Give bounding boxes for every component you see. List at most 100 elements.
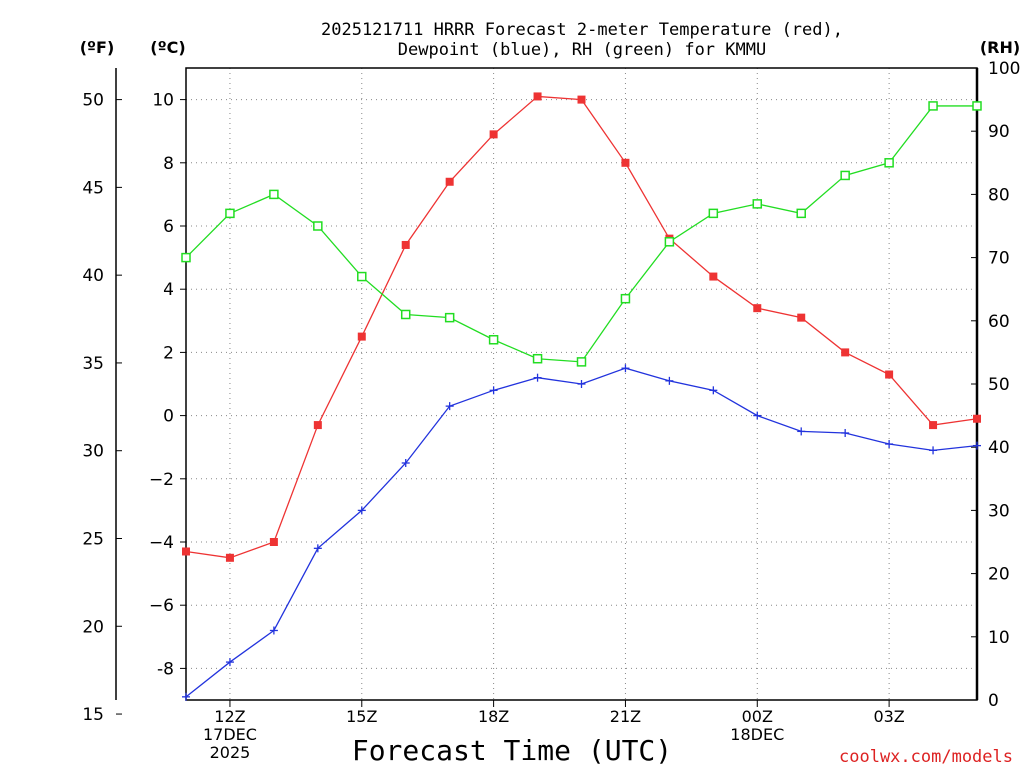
rh-tick-label: 0 [988,691,999,711]
rh-unit-label: (RH) [980,38,1020,57]
temperature-point [841,348,850,357]
rh-point [840,170,850,181]
rh-point [444,312,455,323]
temperature-point [401,240,410,249]
temperature-point [929,421,938,430]
rh-point [181,252,191,263]
celsius-unit-label: (ºC) [150,38,185,57]
dewpoint-point [621,364,630,373]
dewpoint-point [797,427,806,436]
dewpoint-point [182,692,190,701]
chart-title-line1: 2025121711 HRRR Forecast 2-meter Tempera… [321,20,843,40]
temperature-point [753,304,762,313]
rh-tick-label: 60 [988,312,1010,332]
x-tick-label: 00Z [742,707,773,726]
temperature-point [489,130,498,139]
temperature-point [973,414,981,423]
dewpoint-point [357,506,366,515]
x-axis-title: Forecast Time (UTC) [352,734,672,767]
celsius-tick-label: -8 [157,659,174,679]
fahrenheit-tick-label: 40 [82,266,104,286]
rh-point [796,208,806,219]
rh-tick-label: 50 [988,375,1010,395]
chart-title-line2: Dewpoint (blue), RH (green) for KMMU [398,40,766,60]
dewpoint-point [841,428,850,437]
temperature-point [621,158,630,167]
rh-tick-label: 20 [988,565,1010,585]
celsius-tick-label: 4 [163,280,174,300]
rh-point [269,189,279,200]
rh-point [752,199,763,209]
temperature-point [269,538,278,546]
rh-point [972,101,982,111]
rh-tick-label: 30 [988,501,1010,521]
rh-point [708,208,719,219]
fahrenheit-tick-label: 20 [82,617,104,637]
temperature-point [182,547,190,556]
x-tick-label: 2025 [210,743,251,762]
temperature-point [533,92,542,101]
fahrenheit-tick-label: 45 [82,178,104,198]
x-tick-label: 15Z [346,707,377,726]
celsius-tick-label: 0 [163,407,174,427]
rh-tick-label: 80 [988,185,1010,205]
celsius-tick-label: −2 [149,470,174,490]
dewpoint-point [225,658,234,667]
dewpoint-point [929,446,938,455]
x-tick-label: 03Z [873,707,904,726]
dewpoint-point [313,544,322,553]
rh-point [357,271,367,282]
fahrenheit-tick-label: 25 [82,529,104,549]
dewpoint-point [577,380,586,388]
celsius-tick-label: 6 [163,217,174,237]
rh-point [928,101,938,111]
fahrenheit-tick-label: 50 [82,91,104,111]
rh-tick-label: 100 [988,59,1020,79]
rh-point [664,237,675,247]
fahrenheit-unit-label: (ºF) [80,38,115,57]
temperature-point [885,370,894,379]
temperature-point [709,272,718,281]
dewpoint-point [401,459,410,467]
rh-tick-label: 70 [988,249,1010,269]
dewpoint-point [445,402,454,411]
rh-point [225,208,235,219]
data-series [181,92,982,701]
temperature-point [797,313,806,322]
dewpoint-point [533,373,542,382]
rh-point [532,353,543,364]
tick-labels: -8−6−4−202468101520253035404550010203040… [82,59,1020,762]
rh-point [884,158,894,168]
rh-line [185,105,977,363]
x-tick-label: 17DEC [203,725,257,744]
temperature-point [445,177,454,186]
fahrenheit-tick-label: 30 [82,442,104,462]
dewpoint-point [973,441,981,450]
rh-point [576,357,587,367]
site-credit: coolwx.com/models [839,747,1013,767]
temperature-point [577,95,586,104]
dewpoint-point [665,376,674,385]
x-tick-label: 18Z [478,707,509,726]
rh-point [620,293,631,304]
celsius-tick-label: −4 [149,533,174,553]
dewpoint-point [489,386,498,395]
celsius-tick-label: 2 [163,343,174,363]
rh-tick-label: 10 [988,628,1010,648]
x-tick-label: 12Z [214,707,245,726]
dewpoint-point [753,411,762,420]
temperature-point [313,421,322,430]
x-tick-label: 18DEC [730,725,784,744]
dewpoint-point [885,440,894,449]
rh-tick-label: 90 [988,122,1010,142]
celsius-tick-label: 10 [152,91,174,111]
dewpoint-line [185,367,978,698]
fahrenheit-tick-label: 35 [82,354,104,374]
temperature-point [357,332,366,341]
celsius-tick-label: 8 [163,154,174,174]
celsius-tick-label: −6 [149,596,174,616]
dewpoint-point [709,386,718,395]
rh-point [313,221,323,231]
x-tick-label: 21Z [610,707,641,726]
